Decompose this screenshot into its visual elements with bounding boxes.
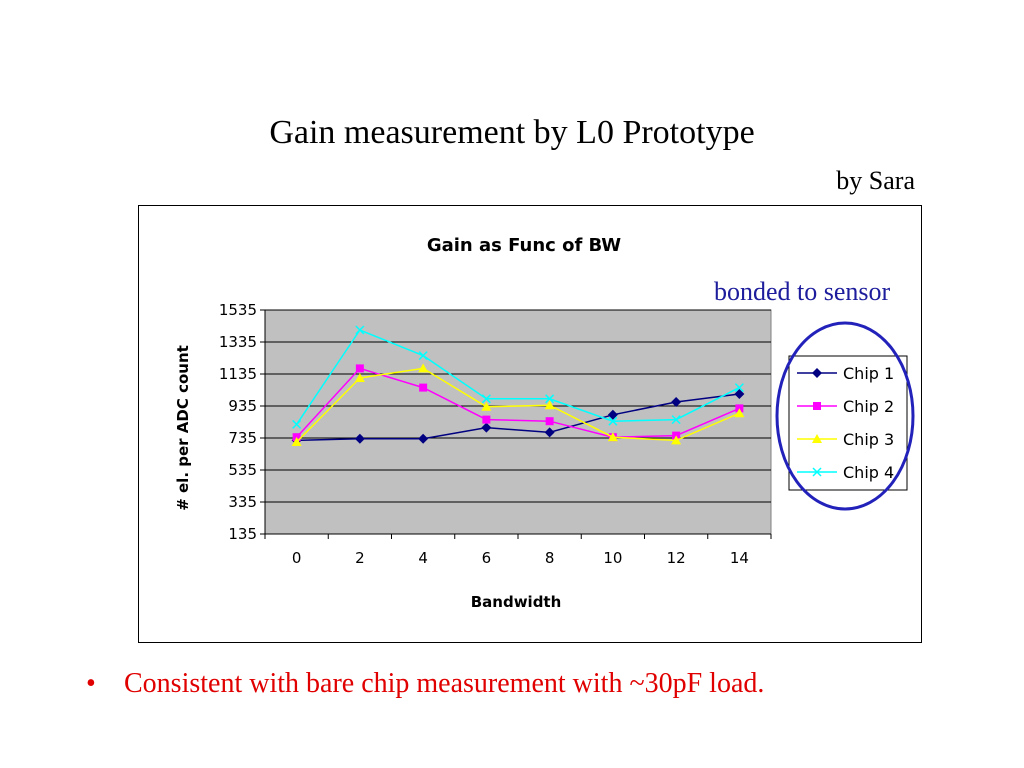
y-tick-label: 1135	[219, 365, 257, 383]
y-tick-label: 1535	[219, 301, 257, 319]
legend-marker	[812, 467, 822, 477]
y-tick-label: 1335	[219, 333, 257, 351]
bullet-marker: •	[86, 668, 96, 699]
x-tick-label: 2	[355, 549, 365, 567]
data-point	[292, 419, 302, 429]
data-point	[481, 422, 492, 433]
data-point	[481, 401, 492, 411]
x-tick-label: 4	[418, 549, 428, 567]
x-tick-label: 12	[667, 549, 686, 567]
x-tick-label: 8	[545, 549, 555, 567]
data-point	[355, 364, 364, 373]
y-tick-label: 735	[228, 429, 257, 447]
line-chart: Gain as Func of BW 1535 1335 1135 935 735 535…	[174, 235, 915, 611]
chart-title: Gain as Func of BW	[427, 235, 621, 256]
y-tick-label: 335	[228, 493, 257, 511]
data-point	[354, 373, 365, 382]
series-line-3	[296, 367, 740, 443]
legend-label: Chip 4	[843, 463, 894, 482]
bonded-annotation: bonded to sensor	[709, 276, 896, 308]
x-tick-label: 6	[482, 549, 492, 567]
data-point	[544, 427, 555, 438]
legend-label: Chip 3	[843, 430, 894, 449]
data-point	[545, 394, 555, 404]
data-point	[544, 400, 555, 410]
chart-frame: Gain as Func of BW 1535 1335 1135 935 735 535…	[138, 205, 922, 643]
series-line-4	[296, 329, 740, 425]
data-point	[291, 437, 302, 446]
data-point	[734, 383, 744, 393]
y-axis-label: # el. per ADC count	[174, 345, 192, 511]
legend-label: Chip 2	[843, 397, 894, 416]
legend-highlight-ellipse	[775, 321, 915, 511]
legend-marker	[813, 402, 821, 410]
plot-area: 1535 1335 1135 935 735 535 335 135 0 2 4 6 8 10 12 14	[219, 301, 772, 567]
data-point	[734, 408, 745, 418]
data-point	[418, 433, 429, 444]
legend-box	[788, 355, 908, 491]
bullet-item: • Consistent with bare chip measurement w…	[86, 668, 764, 700]
data-point	[482, 415, 491, 424]
x-axis-label: Bandwidth	[471, 593, 562, 611]
legend-marker	[812, 434, 822, 443]
data-point	[671, 415, 681, 425]
chart-legend: Chip 1 Chip 2 Chip 3 Chip 4	[775, 321, 915, 511]
legend-label: Chip 1	[843, 364, 894, 383]
data-point	[481, 394, 491, 404]
plot-background	[264, 309, 772, 535]
data-point	[671, 397, 682, 407]
series-line-2	[296, 367, 740, 438]
data-point	[671, 435, 682, 445]
y-tick-label: 535	[228, 461, 257, 479]
y-tick-label: 935	[228, 397, 257, 415]
bullet-text: Consistent with bare chip measurement wi…	[124, 668, 765, 699]
series-line-1	[296, 393, 740, 442]
data-point	[608, 416, 618, 426]
slide-title: Gain measurement by L0 Prototype	[269, 114, 755, 151]
legend-marker	[812, 368, 822, 378]
data-point	[418, 363, 429, 373]
x-tick-label: 10	[603, 549, 622, 567]
data-point	[418, 351, 428, 361]
author-label: by Sara	[836, 166, 915, 195]
data-point	[607, 409, 618, 420]
y-tick-label: 135	[228, 525, 257, 543]
data-point	[607, 432, 618, 442]
data-point	[355, 325, 365, 335]
data-point	[354, 433, 365, 444]
x-tick-label: 14	[730, 549, 749, 567]
data-point	[545, 417, 554, 426]
data-point	[734, 389, 745, 399]
x-tick-label: 0	[292, 549, 302, 567]
data-point	[419, 383, 428, 392]
